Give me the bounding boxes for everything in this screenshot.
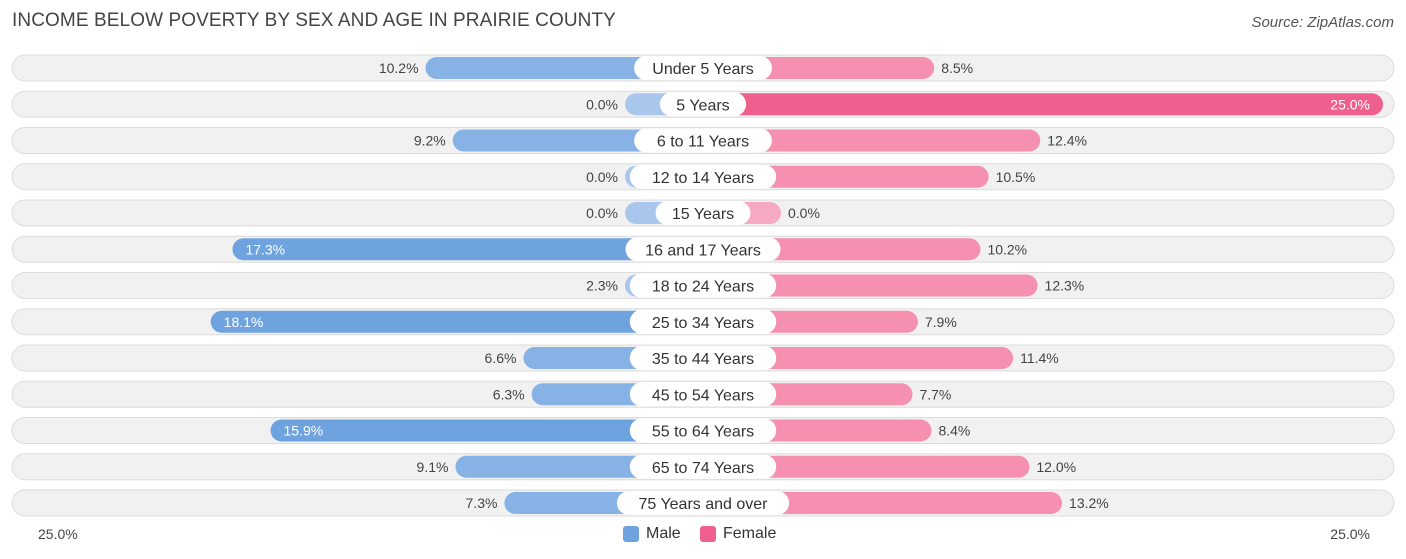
category-pill	[634, 128, 772, 153]
category-label: 75 Years and over	[639, 496, 769, 513]
chart-title: INCOME BELOW POVERTY BY SEX AND AGE IN P…	[12, 10, 616, 31]
bar-female	[703, 492, 1063, 514]
value-label-female: 7.7%	[919, 386, 951, 402]
category-label: 65 to 74 Years	[652, 460, 754, 477]
category-pill	[629, 382, 777, 407]
value-label-male: 15.9%	[284, 423, 324, 439]
value-label-male: 10.2%	[379, 60, 419, 76]
value-label-female: 8.4%	[938, 423, 970, 439]
category-label: Under 5 Years	[652, 61, 753, 78]
legend-swatch-female	[700, 526, 716, 542]
bar-male	[425, 57, 703, 79]
value-label-male: 0.0%	[586, 96, 618, 112]
value-label-male: 2.3%	[586, 278, 618, 294]
diverging-bar-chart: 10.2% 8.5% Under 5 Years 0.0% 25.0% 5 Years 9.…	[11, 54, 1395, 517]
category-label: 16 and 17 Years	[645, 242, 761, 259]
value-label-male: 9.2%	[414, 133, 446, 149]
value-label-male: 17.3%	[245, 241, 285, 257]
legend-item-male: Male	[623, 525, 681, 543]
category-pill	[629, 418, 777, 443]
legend-label-female: Female	[723, 525, 777, 542]
value-label-female: 10.2%	[987, 241, 1027, 257]
category-pill	[655, 201, 751, 225]
bar-female	[703, 93, 1383, 116]
value-label-female: 12.3%	[1045, 278, 1085, 294]
value-label-male: 9.1%	[417, 459, 449, 475]
legend: Male Female	[0, 524, 1406, 546]
bar-female	[703, 455, 1030, 478]
value-label-female: 12.0%	[1036, 459, 1076, 475]
legend-item-female: Female	[700, 525, 776, 543]
category-label: 15 Years	[672, 206, 734, 223]
value-label-female: 25.0%	[1330, 96, 1370, 112]
category-pill	[629, 164, 777, 189]
source-credit: Source: ZipAtlas.com	[1251, 14, 1394, 31]
value-label-male: 18.1%	[224, 314, 264, 330]
category-label: 18 to 24 Years	[652, 279, 754, 296]
category-pill	[625, 237, 781, 262]
value-label-male: 6.3%	[493, 386, 525, 402]
bar-male	[210, 310, 703, 333]
value-label-female: 8.5%	[941, 60, 973, 76]
category-label: 55 to 64 Years	[652, 424, 754, 441]
legend-label-male: Male	[646, 525, 681, 542]
category-pill	[634, 56, 772, 80]
value-label-female: 10.5%	[996, 169, 1036, 185]
category-label: 6 to 11 Years	[657, 134, 749, 151]
category-label: 12 to 14 Years	[652, 170, 754, 187]
value-label-female: 7.9%	[925, 314, 957, 330]
category-pill	[629, 454, 777, 479]
bar-female	[703, 274, 1038, 297]
category-pill	[629, 273, 777, 298]
value-label-female: 11.4%	[1020, 350, 1059, 366]
category-label: 45 to 54 Years	[652, 387, 754, 404]
value-label-male: 6.6%	[485, 350, 517, 366]
bar-female	[703, 347, 1014, 369]
category-label: 25 to 34 Years	[652, 315, 754, 332]
legend-swatch-male	[623, 526, 639, 542]
value-label-male: 0.0%	[586, 205, 618, 221]
bar-female	[703, 129, 1041, 152]
axis-label-left: 25.0%	[38, 526, 78, 542]
value-label-female: 12.4%	[1047, 133, 1087, 149]
category-pill	[629, 346, 777, 370]
value-label-male: 0.0%	[586, 169, 618, 185]
axis-label-right: 25.0%	[1330, 526, 1370, 542]
category-label: 35 to 44 Years	[652, 351, 754, 368]
value-label-male: 7.3%	[466, 495, 498, 511]
category-pill	[616, 491, 790, 515]
category-pill	[629, 309, 777, 334]
category-pill	[659, 92, 747, 117]
bar-male	[232, 238, 703, 261]
value-label-female: 0.0%	[788, 205, 820, 221]
category-label: 5 Years	[676, 97, 729, 114]
bar-male	[270, 419, 703, 442]
value-label-female: 13.2%	[1069, 495, 1109, 511]
